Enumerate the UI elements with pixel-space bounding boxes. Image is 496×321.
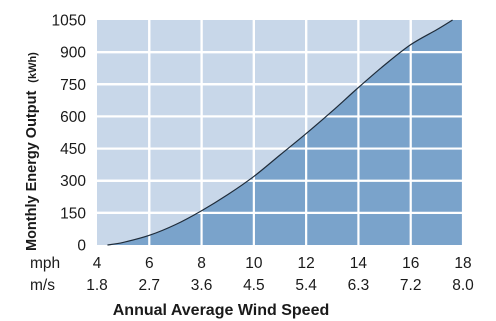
grid-lines-over-area — [97, 20, 465, 245]
energy-output-curve — [107, 19, 453, 246]
x-tick-label-ms: 5.4 — [295, 277, 317, 294]
y-tick-label: 1050 — [52, 13, 87, 30]
y-tick-label: 900 — [60, 45, 86, 62]
x-tick-label-mph: 10 — [245, 255, 263, 272]
y-axis-unit: (kWh) — [27, 52, 39, 83]
svg-text:Monthly Energy Output (k: Monthly Energy Output (kWh) — [23, 52, 40, 251]
x-tick-labels-ms: 1.8 2.7 3.6 4.5 5.4 6.3 7.2 8.0 — [86, 277, 474, 294]
x-tick-label-mph: 16 — [402, 255, 419, 272]
y-tick-label: 600 — [60, 109, 86, 126]
y-tick-label: 300 — [60, 173, 86, 190]
x-tick-label-mph: 18 — [454, 255, 471, 272]
energy-output-area — [107, 20, 464, 245]
x-tick-label-ms: 1.8 — [86, 277, 108, 294]
y-tick-label: 0 — [77, 238, 86, 255]
x-tick-labels-mph: 4 6 8 10 12 14 16 18 — [93, 255, 472, 272]
x-tick-label-ms: 2.7 — [139, 277, 161, 294]
x-tick-label-mph: 4 — [93, 255, 102, 272]
y-tick-label: 450 — [60, 141, 86, 158]
y-tick-label: 750 — [60, 77, 86, 94]
x-axis-title: Annual Average Wind Speed — [113, 302, 329, 319]
x-tick-label-ms: 4.5 — [243, 277, 265, 294]
x-tick-label-ms: 8.0 — [452, 277, 474, 294]
y-axis-title-group: Monthly Energy Output (kWh) — [23, 52, 40, 251]
y-tick-labels: 0 150 300 450 600 750 900 1050 — [52, 13, 87, 255]
x-tick-label-mph: 8 — [197, 255, 206, 272]
x-unit-mph-label: mph — [30, 255, 60, 272]
x-unit-ms-label: m/s — [30, 277, 55, 294]
x-tick-label-mph: 12 — [298, 255, 315, 272]
x-tick-label-ms: 3.6 — [191, 277, 213, 294]
y-tick-label: 150 — [60, 205, 86, 222]
x-tick-label-ms: 6.3 — [348, 277, 370, 294]
y-axis-title: Monthly Energy Output — [24, 91, 40, 251]
x-tick-label-mph: 14 — [350, 255, 368, 272]
x-tick-label-ms: 7.2 — [400, 277, 422, 294]
x-tick-label-mph: 6 — [145, 255, 154, 272]
